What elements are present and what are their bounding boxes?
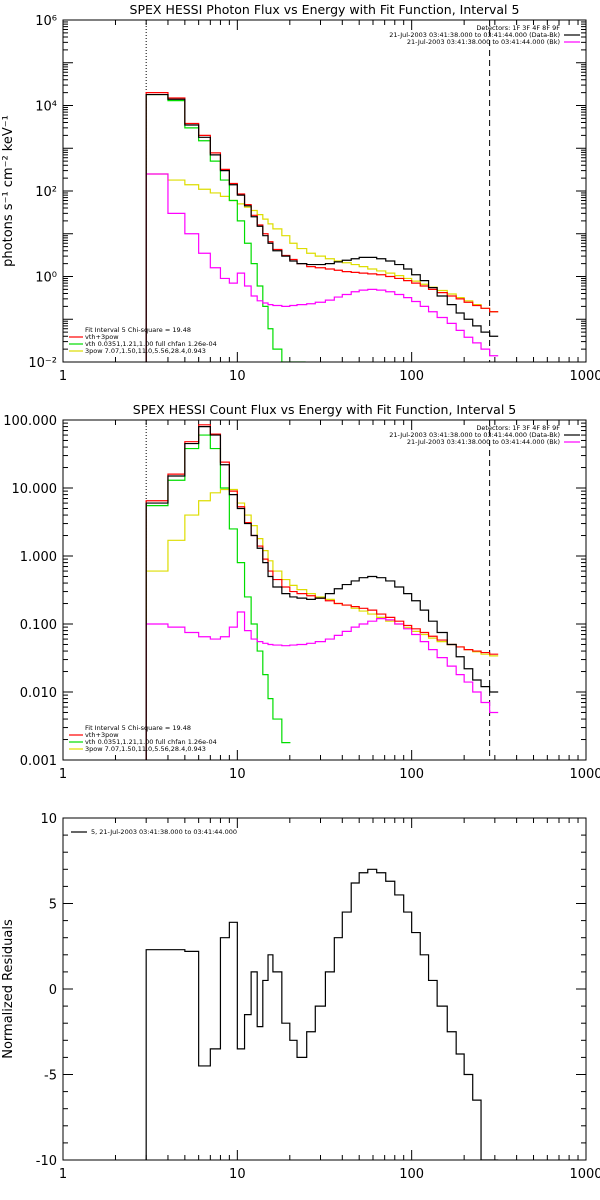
y-axis-label: Normalized Residuals <box>1 919 16 1059</box>
legend-bottom-entry: vth+3pow <box>85 731 119 739</box>
legend-bottom-entry: Fit Interval 5 Chi-square = 19.48 <box>85 724 191 732</box>
residuals-panel: 1 10 100 1000 -10 -5 0 5 10 Normalized Residuals 5… <box>1 812 600 1182</box>
photon-flux-panel: 1 10 100 1000 10⁻² 10⁰ 10² 10⁴ 10⁶ SPEX HESSI Pho… <box>1 2 600 384</box>
x-tick-label: 100 <box>399 1167 424 1182</box>
x-tick-label: 1 <box>59 1167 67 1182</box>
legend-top-entry: 21-Jul-2003 03:41:38.000 to 03:41:44.000… <box>407 38 560 46</box>
legend-bottom-entry: Fit Interval 5 Chi-square = 19.48 <box>85 326 191 334</box>
x-tick-label: 1 <box>59 369 67 384</box>
y-tick-label: 10⁶ <box>35 14 57 29</box>
y-tick-label: 10⁰ <box>35 271 57 286</box>
x-tick-label: 10 <box>229 767 246 782</box>
x-tick-label: 1000 <box>569 369 600 384</box>
background-series <box>145 611 499 760</box>
y-tick-label: 10² <box>35 185 57 200</box>
x-tick-label: 1 <box>59 767 67 782</box>
x-tick-label: 10 <box>229 369 246 384</box>
plot-frame <box>62 19 587 363</box>
y-tick-label: 100.000 <box>3 414 57 429</box>
legend-top-entry: 21-Jul-2003 03:41:38.000 to 03:41:44.000… <box>407 438 560 446</box>
total-fit-series <box>145 424 499 760</box>
legend-top-entry: Detectors: 1F 3F 4F 8F 9F <box>476 24 560 32</box>
plot-frame <box>62 817 587 1161</box>
x-tick-label: 100 <box>399 369 424 384</box>
legend-top-entry: 21-Jul-2003 03:41:38.000 to 03:41:44.000… <box>389 31 560 39</box>
x-tick-label: 10 <box>229 1167 246 1182</box>
legend-bottom-entry: vth 0.0351,1.21,1.00 full chfan 1.26e-04 <box>85 340 217 348</box>
legend-bottom-entry: vth+3pow <box>85 333 119 341</box>
data-minus-bk-series <box>145 93 499 362</box>
data-minus-bk-series <box>145 425 499 760</box>
y-tick-label: 0.010 <box>20 686 57 701</box>
legend-entry: 5, 21-Jul-2003 03:41:38.000 to 03:41:44.… <box>91 828 237 836</box>
legend-bottom-entry: vth 0.0351,1.21,1.00 full chfan 1.26e-04 <box>85 738 217 746</box>
y-axis-label: photons s⁻¹ cm⁻² keV⁻¹ <box>1 115 16 267</box>
pow-fit-series <box>145 488 499 760</box>
legend-bottom-entry: 3pow 7.07,1.50,11.0,5.56,28.4,0.943 <box>85 347 206 355</box>
y-tick-label: 10 <box>40 812 57 827</box>
y-tick-label: 10⁻² <box>28 356 57 371</box>
y-tick-label: 0.100 <box>20 618 57 633</box>
plot-frame <box>62 419 587 761</box>
legend-top-entry: 21-Jul-2003 03:41:38.000 to 03:41:44.000… <box>389 431 560 439</box>
chart-title: SPEX HESSI Count Flux vs Energy with Fit… <box>133 402 516 417</box>
legend-top-entry: Detectors: 1F 3F 4F 8F 9F <box>476 424 560 432</box>
y-tick-label: 0 <box>49 983 57 998</box>
x-tick-label: 100 <box>399 767 424 782</box>
residuals-series <box>145 868 499 1160</box>
y-tick-label: -5 <box>44 1069 57 1084</box>
vth-fit-series <box>145 93 306 362</box>
y-tick-label: 0.001 <box>20 754 57 769</box>
x-tick-label: 1000 <box>569 1167 600 1182</box>
x-tick-label: 1000 <box>569 767 600 782</box>
background-series <box>145 173 499 362</box>
count-flux-panel: 1 10 100 1000 0.001 0.010 0.100 1.000 10.000 100.… <box>3 402 600 782</box>
y-tick-label: 1.000 <box>20 550 57 565</box>
chart-title: SPEX HESSI Photon Flux vs Energy with Fi… <box>130 2 520 17</box>
y-tick-label: 10.000 <box>12 482 58 497</box>
y-tick-label: -10 <box>36 1154 57 1169</box>
y-tick-label: 5 <box>49 898 57 913</box>
y-tick-label: 10⁴ <box>35 100 57 115</box>
legend-bottom-entry: 3pow 7.07,1.50,11.0,5.56,28.4,0.943 <box>85 745 206 753</box>
